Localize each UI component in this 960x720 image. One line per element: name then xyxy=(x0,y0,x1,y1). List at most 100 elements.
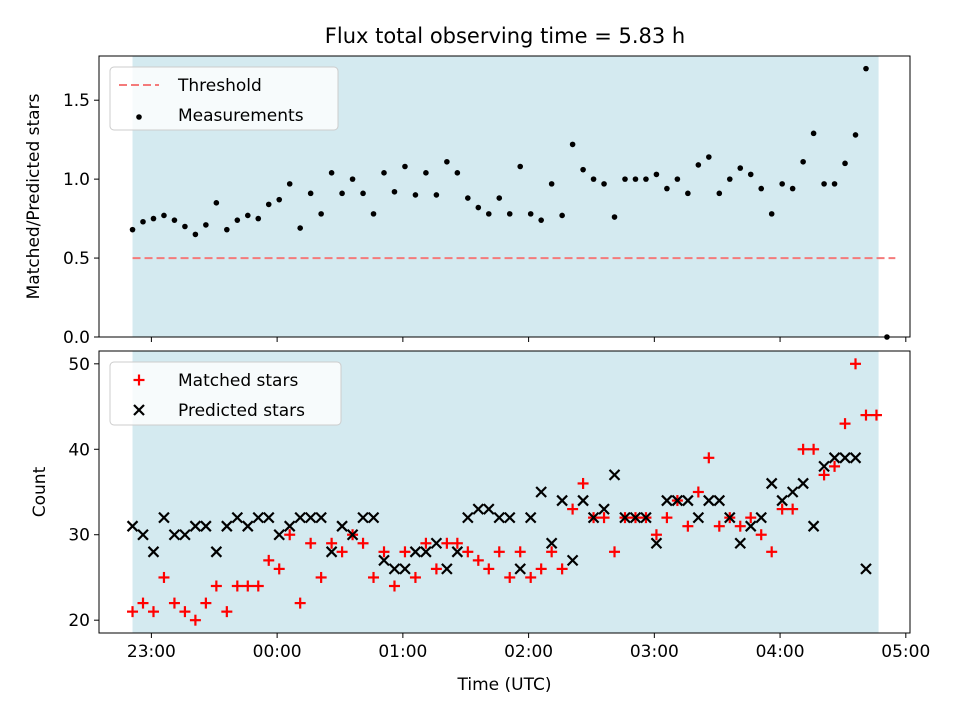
data-point xyxy=(283,520,296,532)
series-predicted-stars xyxy=(126,452,872,575)
data-point xyxy=(786,486,799,498)
data-point xyxy=(535,486,547,498)
data-point xyxy=(758,185,765,192)
data-point xyxy=(765,477,778,490)
data-point xyxy=(839,418,851,430)
data-point xyxy=(483,503,495,515)
data-point xyxy=(192,231,199,238)
data-point xyxy=(171,217,178,223)
data-point xyxy=(307,190,314,197)
x-tick-label: 04:00 xyxy=(756,642,805,662)
series-measurements xyxy=(129,65,890,340)
data-point xyxy=(126,520,139,532)
data-point xyxy=(367,511,380,524)
data-point xyxy=(650,529,662,541)
data-point xyxy=(664,185,670,192)
data-point xyxy=(339,190,345,197)
data-point xyxy=(797,443,809,455)
data-point xyxy=(472,554,484,566)
data-point xyxy=(661,512,673,524)
y-tick-label: 1.5 xyxy=(63,91,90,111)
data-point xyxy=(315,571,327,583)
data-point xyxy=(580,166,586,173)
data-point xyxy=(127,606,139,618)
data-point xyxy=(273,528,286,541)
legend-matched-swatch xyxy=(133,374,145,386)
data-point xyxy=(252,580,264,592)
data-point xyxy=(852,132,859,138)
data-point xyxy=(692,511,705,524)
data-point xyxy=(182,223,188,230)
data-point xyxy=(818,469,830,481)
data-point xyxy=(674,176,681,182)
data-point xyxy=(598,512,610,524)
data-point xyxy=(723,511,736,524)
data-point xyxy=(755,529,767,541)
data-point xyxy=(839,452,851,464)
data-point xyxy=(556,563,568,575)
data-point xyxy=(158,511,170,524)
data-point xyxy=(252,511,265,524)
data-point xyxy=(766,546,778,558)
data-point xyxy=(137,597,149,609)
top-panel-ratio: 0.0 0.5 1.0 1.5 Matched/Predicted stars Thres… xyxy=(24,55,911,348)
data-point xyxy=(147,546,160,558)
data-point xyxy=(629,511,642,524)
y-tick-label: 20 xyxy=(68,611,90,631)
data-point xyxy=(179,606,191,618)
data-point xyxy=(622,176,628,182)
data-point xyxy=(210,546,223,558)
data-point xyxy=(514,563,526,575)
data-point xyxy=(713,520,725,532)
data-point xyxy=(451,546,464,558)
data-point xyxy=(370,211,377,217)
data-point xyxy=(276,196,283,203)
data-point xyxy=(577,494,589,507)
data-point xyxy=(496,195,503,201)
data-point xyxy=(349,176,356,182)
data-point xyxy=(776,503,788,515)
data-point xyxy=(179,528,191,541)
data-point xyxy=(779,181,785,187)
data-point xyxy=(860,563,872,575)
data-point xyxy=(545,537,558,550)
data-point xyxy=(685,190,691,197)
legend: Matched stars Predicted stars xyxy=(109,361,342,426)
data-point xyxy=(305,537,317,549)
data-point xyxy=(368,571,380,583)
x-tick-label: 01:00 xyxy=(378,642,427,662)
data-point xyxy=(402,163,408,170)
data-point xyxy=(315,511,327,524)
data-point xyxy=(653,171,660,178)
data-point xyxy=(682,494,694,507)
data-point xyxy=(692,486,704,498)
data-point xyxy=(661,494,673,507)
data-point xyxy=(147,606,159,618)
y-tick-label: 40 xyxy=(68,440,90,460)
data-point xyxy=(357,511,369,524)
legend-predicted-swatch xyxy=(133,404,145,416)
legend-box xyxy=(109,66,339,131)
data-point xyxy=(213,200,220,206)
data-point xyxy=(504,571,516,583)
x-axis-label: Time (UTC) xyxy=(457,675,552,695)
data-point xyxy=(284,529,296,541)
data-point xyxy=(221,606,233,618)
data-point xyxy=(527,211,534,217)
data-point xyxy=(713,494,726,507)
data-point xyxy=(462,546,474,558)
data-point xyxy=(548,181,555,187)
data-point xyxy=(863,65,869,72)
data-point xyxy=(850,358,862,370)
data-point xyxy=(360,190,366,197)
data-point xyxy=(807,520,820,532)
data-point xyxy=(318,211,324,217)
legend-label: Predicted stars xyxy=(178,401,305,421)
data-point xyxy=(849,452,862,464)
data-point xyxy=(682,520,694,532)
data-point xyxy=(842,160,848,167)
y-axis-label: Matched/Predicted stars xyxy=(24,93,44,299)
legend-label: Measurements xyxy=(178,106,304,126)
bottom-panel-counts: 23:00 00:00 01:00 02:00 03:00 04:00 05:00 20 30 4… xyxy=(30,350,930,695)
data-point xyxy=(200,520,212,532)
